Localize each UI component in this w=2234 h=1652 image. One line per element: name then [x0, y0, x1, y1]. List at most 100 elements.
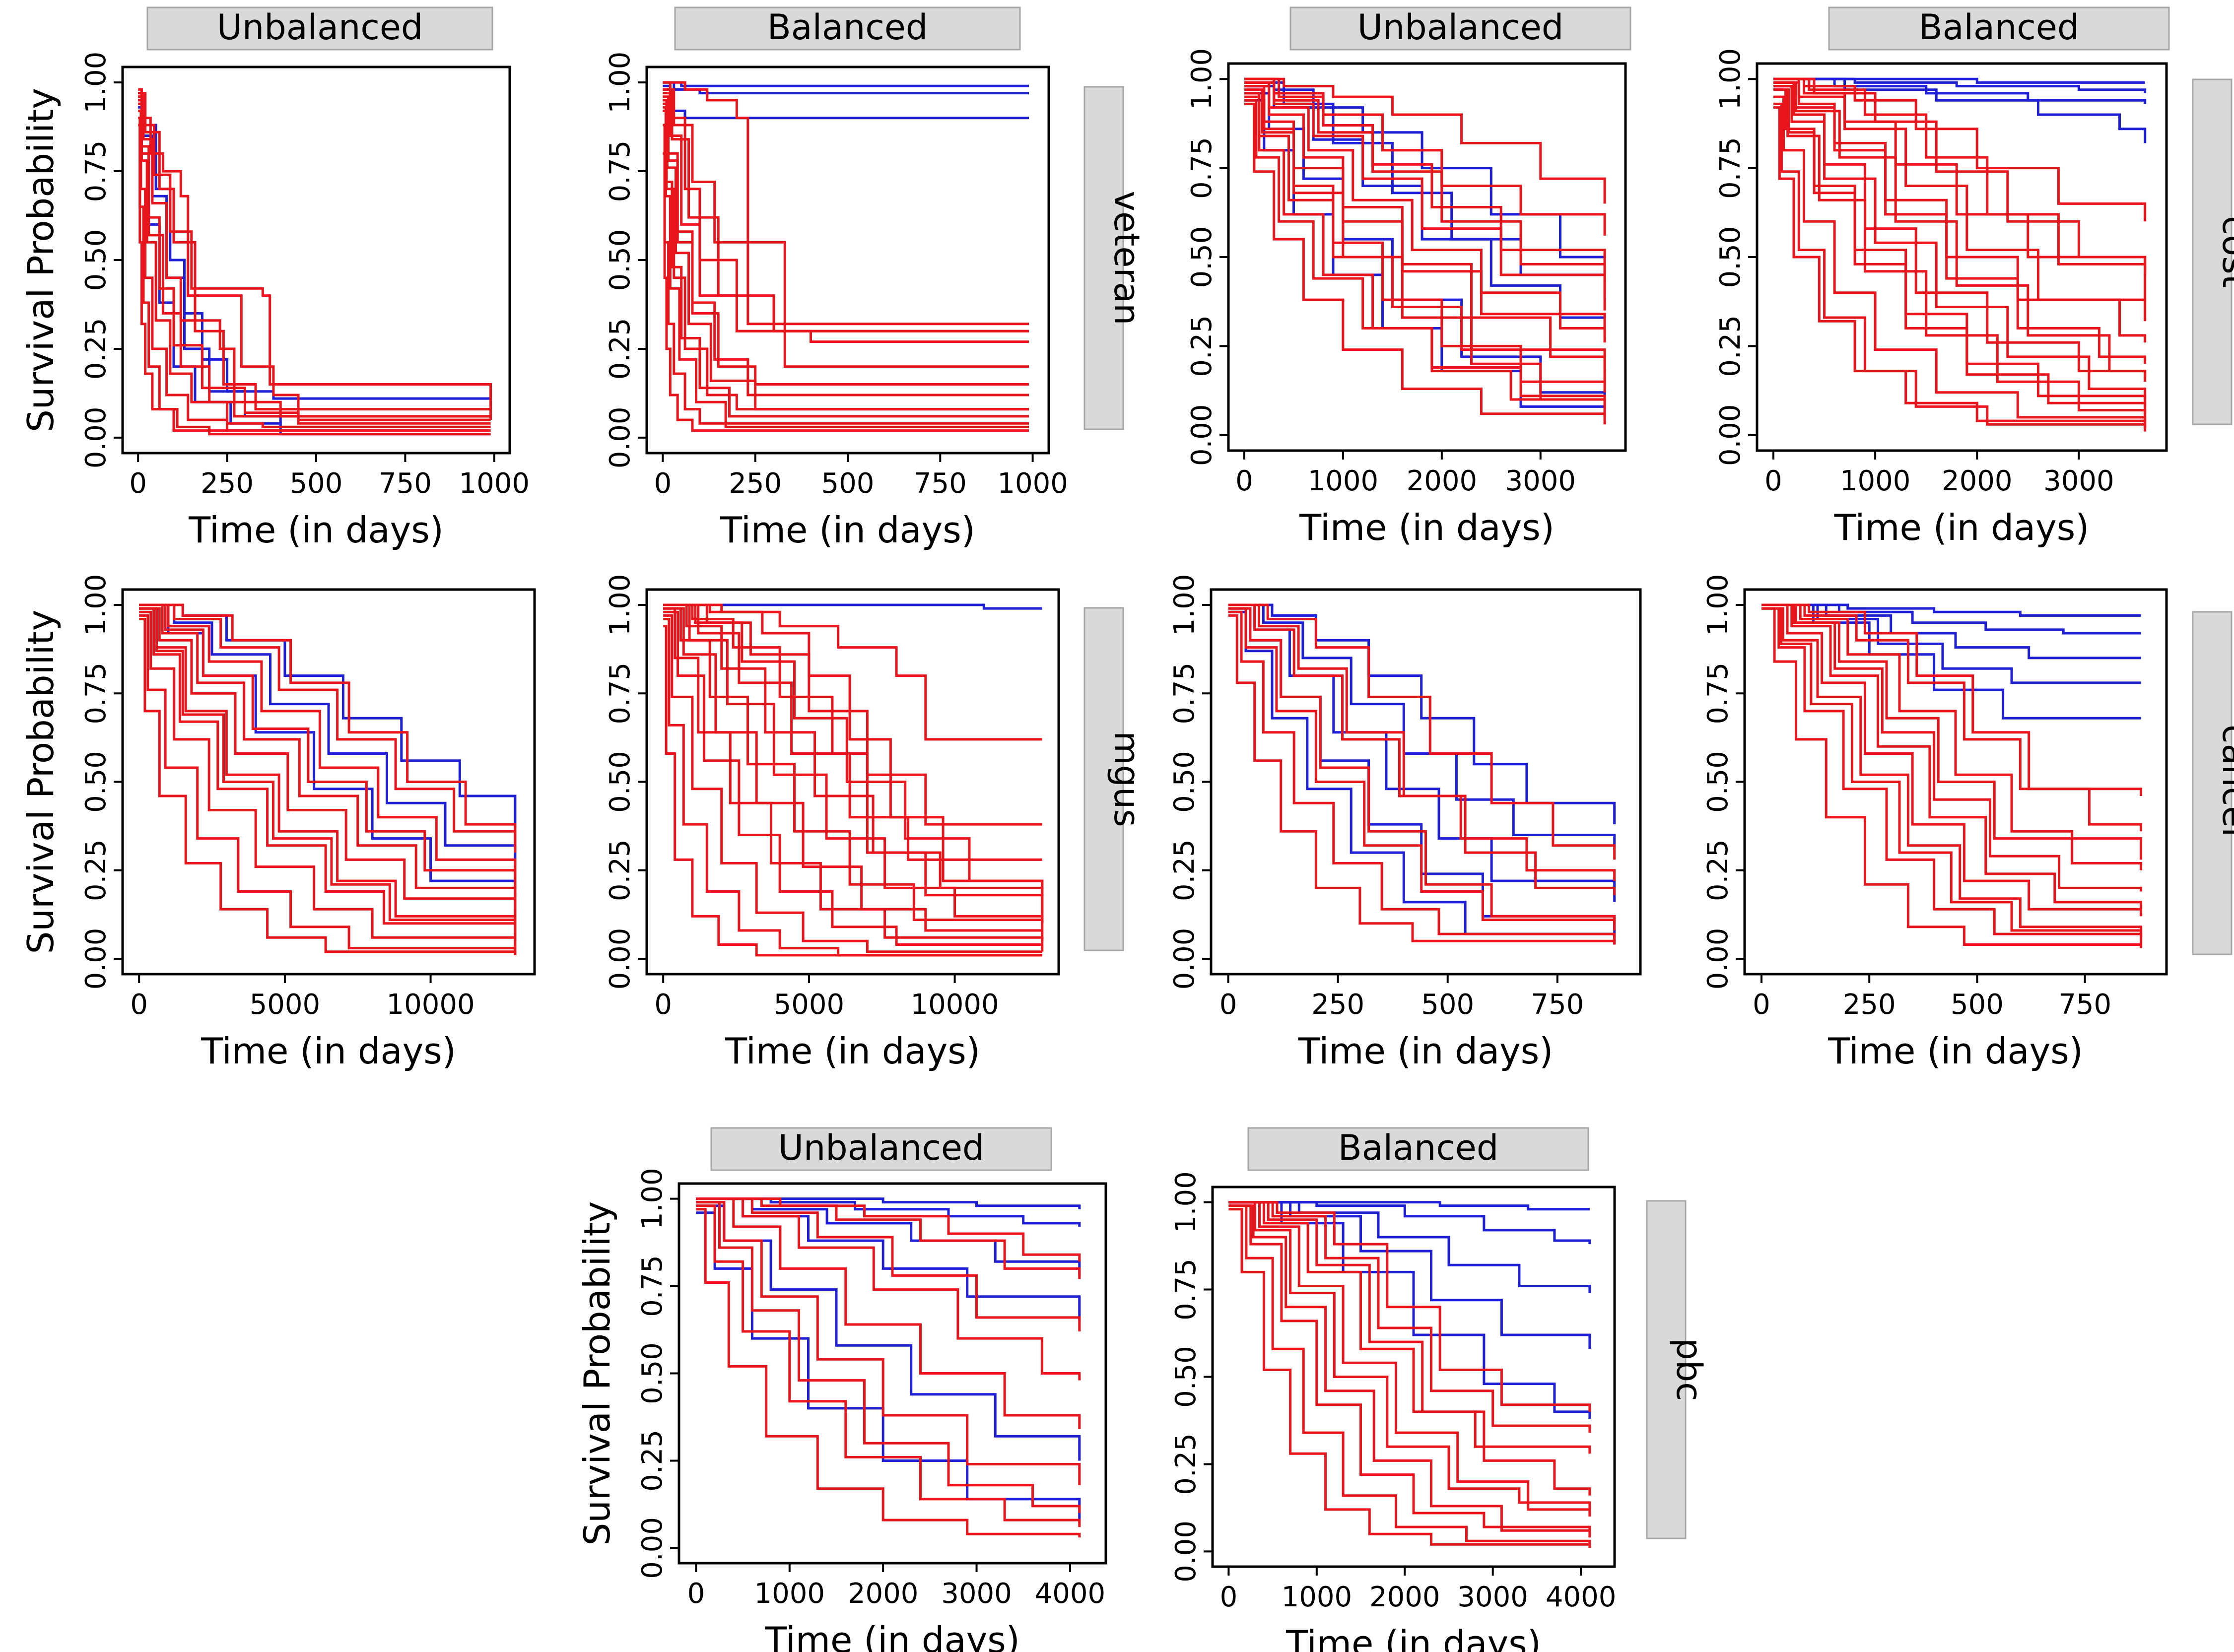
- row-strip: cancer: [2192, 611, 2234, 955]
- x-tick-label: 0: [654, 467, 672, 500]
- y-tick-label: 0.00: [1186, 404, 1218, 466]
- series-line-3: [663, 603, 1042, 861]
- y-tick-label: 0.25: [636, 1430, 669, 1492]
- x-tick-label: 1000: [997, 467, 1068, 500]
- series-line-1: [139, 603, 517, 867]
- row-strip-label: pbc: [1669, 1338, 1709, 1401]
- series-line-8: [696, 1197, 1081, 1430]
- series-line-1: [1228, 1201, 1591, 1245]
- series-line-7: [1773, 85, 2147, 378]
- y-tick-label: 0.25: [80, 839, 112, 901]
- series-line-13: [1228, 1204, 1591, 1538]
- x-tick-label: 500: [821, 467, 875, 500]
- y-tick-label: 0.50: [80, 229, 112, 291]
- y-tick-label: 1.00: [80, 52, 112, 114]
- series-line-12: [663, 81, 1029, 368]
- row-strip-box: [1646, 1200, 1687, 1539]
- series-line-9: [1773, 95, 2147, 428]
- series-line-14: [139, 607, 517, 938]
- x-tick-label: 1000: [1840, 465, 1911, 497]
- x-tick-label: 500: [1951, 989, 2004, 1021]
- series-line-2: [663, 84, 1029, 120]
- y-tick-label: 0.50: [1714, 226, 1747, 288]
- series-line-1: [663, 81, 1029, 95]
- y-axis-label: Survival Probability: [20, 88, 62, 432]
- y-tick-label: 0.00: [1714, 404, 1747, 466]
- x-axis-label: Time (in days): [1286, 1623, 1541, 1652]
- strip-label: Unbalanced: [778, 1127, 985, 1168]
- strip-header: Balanced: [1828, 6, 2170, 51]
- x-tick-label: 500: [1421, 989, 1474, 1021]
- series-line-12: [1773, 81, 2147, 364]
- series-line-3: [1244, 99, 1606, 421]
- series-line-9: [696, 1201, 1081, 1485]
- row-strip-label: cost: [2215, 216, 2234, 288]
- panel-pbc-unbalanced: Unbalanced 0 1000 2000 3000 4000 0.00 0.25 0.50 0…: [576, 1127, 1107, 1652]
- panel-cancer-unbalanced: 0 250 500 750 0.00 0.25 0.50 0.75 1.00 Time (in d…: [1168, 574, 1642, 1072]
- panel-cancer-balanced: 0 250 500 750 0.00 0.25 0.50 0.75 1.00 Time (in d…: [1702, 574, 2168, 1072]
- series-line-14: [1773, 106, 2147, 428]
- series-line-12: [1244, 77, 1606, 282]
- series-line-17: [1244, 88, 1606, 417]
- series-line-2: [1228, 1201, 1591, 1293]
- series-line-17: [1773, 88, 2147, 421]
- row-strip-box: [2192, 78, 2233, 425]
- series-group: [1228, 1201, 1591, 1548]
- series-line-3: [139, 603, 517, 917]
- series-line-7: [1761, 603, 2143, 917]
- series-group: [1761, 603, 2143, 948]
- y-tick-label: 0.00: [1702, 928, 1734, 990]
- series-line-12: [696, 1197, 1081, 1262]
- series-line-13: [139, 603, 517, 849]
- series-line-9: [663, 88, 1029, 326]
- series-line-2: [663, 603, 1042, 826]
- y-tick-label: 0.75: [636, 1255, 669, 1317]
- y-tick-label: 1.00: [80, 574, 112, 636]
- x-axis-label: Time (in days): [1298, 1030, 1554, 1072]
- y-tick-label: 0.50: [1170, 1346, 1202, 1408]
- series-line-19: [1773, 81, 2147, 382]
- x-tick-label: 3000: [1457, 1581, 1528, 1613]
- y-tick-label: 0.25: [604, 318, 636, 380]
- series-line-11: [663, 603, 1044, 924]
- x-tick-label: 1000: [754, 1578, 825, 1610]
- x-tick-label: 2000: [848, 1578, 919, 1610]
- series-line-4: [1761, 603, 2141, 720]
- x-tick-label: 500: [290, 467, 343, 500]
- x-tick-label: 250: [1311, 989, 1364, 1021]
- x-tick-label: 250: [1843, 989, 1896, 1021]
- panel-veteran-balanced: Balanced 0 250 500 750 1000 0.00 0.25 0.50 0.75 1.…: [604, 6, 1068, 551]
- x-tick-label: 0: [1219, 989, 1237, 1021]
- series-line-2: [1761, 603, 2141, 660]
- x-tick-label: 750: [914, 467, 967, 500]
- y-tick-label: 0.75: [1702, 662, 1734, 725]
- series-line-15: [663, 88, 1029, 332]
- y-tick-label: 1.00: [604, 574, 636, 636]
- panel-pbc-balanced: Balanced 0 1000 2000 3000 4000 0.00 0.25 0.50 0.7…: [1170, 1127, 1616, 1652]
- series-line-14: [663, 603, 1044, 888]
- series-line-1: [696, 1197, 1081, 1227]
- series-line-10: [1228, 603, 1616, 881]
- series-line-13: [1761, 603, 2143, 832]
- series-line-5: [663, 607, 1042, 932]
- series-line-14: [696, 1201, 1081, 1513]
- y-tick-label: 0.50: [80, 751, 112, 813]
- y-tick-label: 0.25: [1170, 1433, 1202, 1495]
- strip-label: Balanced: [1919, 7, 2080, 48]
- series-line-14: [663, 106, 1029, 428]
- series-line-8: [663, 92, 1029, 343]
- x-tick-label: 4000: [1035, 1578, 1106, 1610]
- series-line-1: [1773, 77, 2147, 93]
- strip-box: [1828, 6, 2170, 51]
- series-line-1: [1228, 603, 1616, 849]
- x-axis-label: Time (in days): [188, 509, 444, 551]
- series-line-8: [1228, 610, 1616, 941]
- strip-label: Balanced: [767, 7, 928, 48]
- y-tick-label: 0.75: [80, 140, 112, 202]
- strip-box: [146, 6, 493, 51]
- series-line-11: [1244, 102, 1606, 425]
- y-tick-label: 0.75: [80, 662, 112, 725]
- series-line-10: [1228, 1201, 1591, 1433]
- series-line-13: [663, 607, 1044, 952]
- x-tick-label: 750: [2058, 989, 2111, 1021]
